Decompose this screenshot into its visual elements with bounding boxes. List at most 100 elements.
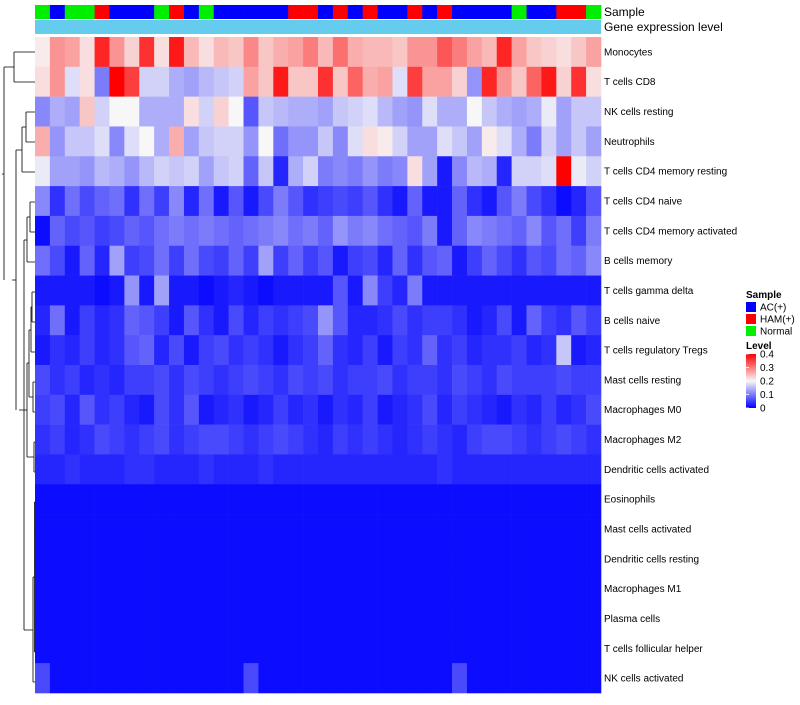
heatmap-cell [154,305,170,336]
heatmap-cell [154,424,170,455]
heatmap-cell [49,454,66,485]
heatmap-cell [377,633,393,664]
heatmap-cell [303,663,319,694]
heatmap-cell [258,335,274,366]
heatmap-cell [318,484,334,515]
heatmap-cell [392,186,408,217]
heatmap-cell [541,514,557,545]
heatmap-cell [288,484,304,515]
heatmap-cell [496,424,512,455]
heatmap-cell [526,454,542,485]
heatmap-cell [154,454,170,485]
heatmap-cell [347,573,363,604]
sample-annotation-cell [79,5,95,19]
heatmap-cell [228,543,244,575]
heatmap-cell [347,245,363,276]
heatmap-cell [49,543,66,575]
heatmap-cell [556,156,572,187]
heatmap-cell [452,186,468,217]
heatmap-cell [288,454,304,485]
heatmap-cell [347,424,363,455]
heatmap-cell [243,96,259,127]
heatmap-cell [541,37,557,68]
heatmap-cell [49,394,66,425]
heatmap-cell [228,365,244,396]
heatmap-cell [452,126,468,157]
heatmap-cell [79,335,95,366]
heatmap-cell [183,603,200,634]
heatmap-cell [407,633,423,664]
heatmap-cell [318,156,334,187]
heatmap-cell [49,215,66,247]
heatmap-cell [169,484,185,515]
heatmap-cell [347,484,363,515]
heatmap-cell [288,543,304,575]
heatmap-cell [79,186,95,217]
heatmap-cell [377,424,393,455]
sample-annotation-cell [183,5,200,19]
row-label: Macrophages M1 [604,584,682,595]
heatmap-cell [288,514,304,545]
heatmap-cell [556,424,572,455]
heatmap-cell [35,424,51,455]
heatmap-cell [64,663,80,694]
heatmap-cell [228,245,244,276]
heatmap-cell [139,305,155,336]
row-label: Dendritic cells activated [604,465,709,476]
heatmap-cell [392,514,408,545]
heatmap-cell [109,663,125,694]
heatmap-cell [452,543,468,575]
heatmap-cell [154,186,170,217]
heatmap-cell [347,394,363,425]
heatmap-cell [198,96,215,127]
heatmap-cell [466,663,483,694]
heatmap-cell [139,37,155,68]
heatmap-cell [437,245,453,276]
heatmap-cell [496,514,512,545]
heatmap-cell [139,454,155,485]
heatmap-cell [79,275,95,306]
heatmap-cell [362,633,378,664]
legend-group-label: HAM(+) [760,315,795,326]
heatmap-cell [332,514,349,545]
heatmap-cell [586,424,602,455]
heatmap-cell [422,424,438,455]
row-label: B cells memory [604,256,672,267]
sample-annotation-cell [64,5,80,19]
heatmap-cell [213,275,229,306]
heatmap-cell [452,603,468,634]
heatmap-cell [49,335,66,366]
heatmap-cell [79,394,95,425]
heatmap-cell [362,424,378,455]
heatmap-cell [154,96,170,127]
row-dendrogram [2,51,35,683]
row-labels: Monocytes T cells CD8 NK cells resting Neut… [604,47,737,684]
heatmap-cell [228,633,244,664]
heatmap-cell [94,633,110,664]
heatmap-cell [243,305,259,336]
heatmap-cell [64,365,80,396]
heatmap-cell [64,394,80,425]
heatmap-cell [318,633,334,664]
row-label: Plasma cells [604,614,660,625]
heatmap-cell [183,424,200,455]
heatmap-cell [183,275,200,306]
heatmap-cell [422,394,438,425]
heatmap-cell [35,454,51,485]
heatmap-cell [481,96,498,127]
sample-annotation-cell [243,5,259,19]
row-label: B cells naive [604,316,661,327]
heatmap-cell [183,186,200,217]
heatmap-cell [496,66,512,97]
heatmap-cell [511,215,527,247]
heatmap-cell [571,633,587,664]
heatmap-cell [64,543,80,575]
heatmap-cell [466,305,483,336]
heatmap-cell [79,484,95,515]
heatmap-cell [273,126,289,157]
row-label: Macrophages M2 [604,435,682,446]
heatmap-cell [481,126,498,157]
heatmap-cell [571,573,587,604]
heatmap-cell [258,454,274,485]
